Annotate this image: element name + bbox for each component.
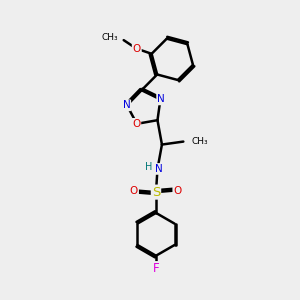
Text: CH₃: CH₃ — [102, 33, 118, 42]
Text: O: O — [173, 186, 181, 196]
Text: O: O — [133, 44, 141, 54]
Text: N: N — [157, 94, 165, 104]
Text: S: S — [152, 186, 160, 199]
Text: N: N — [155, 164, 163, 174]
Text: O: O — [132, 119, 140, 129]
Text: H: H — [146, 162, 153, 172]
Text: CH₃: CH₃ — [192, 137, 208, 146]
Text: F: F — [153, 262, 159, 275]
Text: O: O — [130, 186, 138, 196]
Text: N: N — [122, 100, 130, 110]
